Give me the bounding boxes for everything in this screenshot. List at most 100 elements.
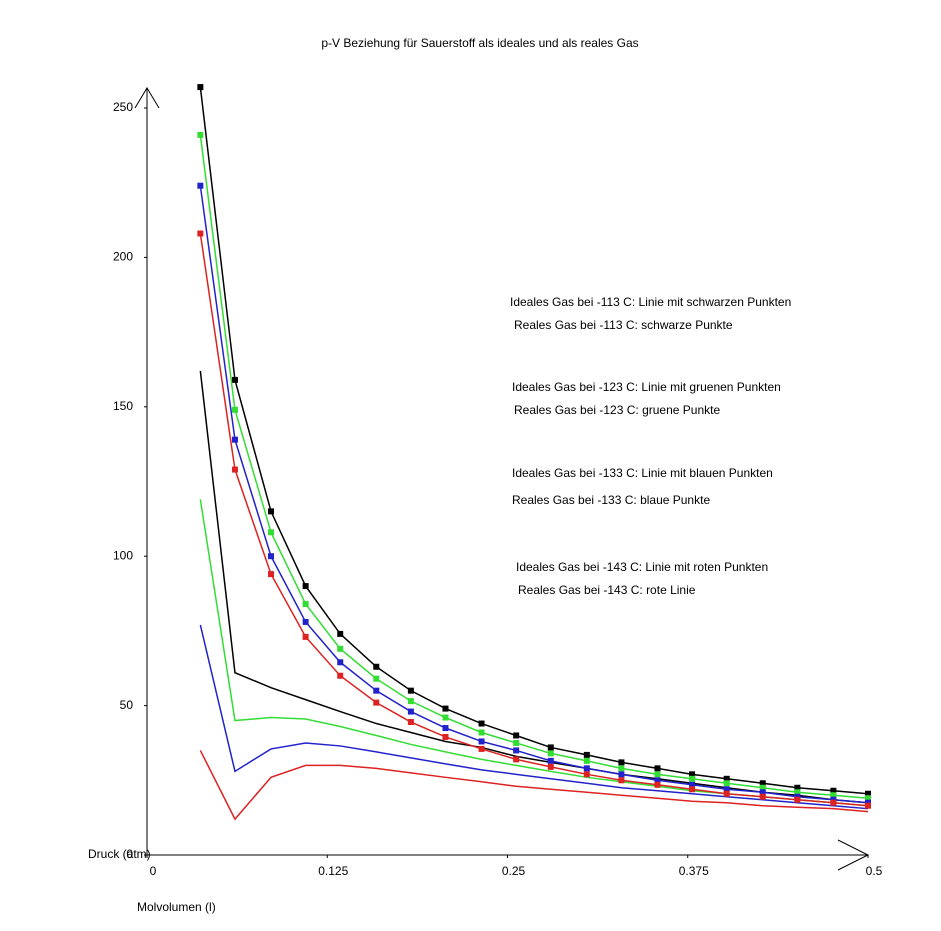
point-marker [442,725,449,732]
point-marker [197,131,204,138]
point-marker [513,747,520,754]
point-marker [231,376,238,383]
point-marker [478,720,485,727]
point-marker [723,786,730,793]
x-tick-label: 0.125 [318,864,348,878]
point-marker [794,784,801,791]
point-marker [302,583,309,590]
point-marker [654,765,661,772]
legend-entry: Reales Gas bei -123 C: gruene Punkte [514,403,720,417]
point-marker [865,802,871,809]
y-axis [134,87,160,855]
point-marker [442,733,449,740]
point-marker [478,745,485,752]
legend-entry: Reales Gas bei -133 C: blaue Punkte [512,493,710,507]
point-marker [302,618,309,625]
series-line [199,86,869,795]
point-marker [407,698,414,705]
point-marker [865,795,871,802]
point-marker [513,732,520,739]
point-marker [337,645,344,652]
point-marker [547,763,554,770]
point-marker [723,780,730,787]
point-marker [231,466,238,473]
point-marker [373,687,380,694]
point-marker [583,757,590,764]
point-marker [513,756,520,763]
point-marker [407,687,414,694]
point-marker [654,771,661,778]
point-marker [654,781,661,788]
legend-entry: Reales Gas bei -143 C: rote Linie [518,583,696,597]
point-marker [547,757,554,764]
point-marker [407,719,414,726]
point-marker [197,84,204,91]
point-marker [197,182,204,189]
legend-entry: Ideales Gas bei -123 C: Linie mit gruene… [512,380,781,394]
legend-entry: Ideales Gas bei -143 C: Linie mit roten … [516,560,768,574]
point-marker [583,765,590,772]
legend-entry: Reales Gas bei -113 C: schwarze Punkte [514,318,733,332]
point-marker [618,777,625,784]
point-marker [689,775,696,782]
point-marker [442,714,449,721]
point-marker [373,663,380,670]
point-marker [759,780,766,787]
point-marker [302,633,309,640]
point-marker [478,738,485,745]
series-line [199,750,869,821]
point-marker [337,659,344,666]
legend-entry: Ideales Gas bei -113 C: Linie mit schwar… [510,295,791,309]
point-marker [231,406,238,413]
point-marker [689,781,696,788]
point-marker [618,765,625,772]
point-marker [759,789,766,796]
point-marker [268,553,275,560]
point-marker [583,771,590,778]
point-marker [373,699,380,706]
point-marker [689,786,696,793]
y-tick-label: 0 [126,847,133,861]
y-axis-label: Druck (atm) [88,847,151,861]
point-marker [865,790,871,797]
point-marker [268,508,275,515]
y-tick-label: 250 [113,100,133,114]
point-marker [337,630,344,637]
y-tick-label: 150 [113,399,133,413]
x-tick-label: 0 [150,864,157,878]
point-marker [618,771,625,778]
x-axis-label: Molvolumen (l) [137,900,216,914]
point-marker [268,571,275,578]
legend-entry: Ideales Gas bei -133 C: Linie mit blauen… [512,466,773,480]
point-marker [231,436,238,443]
point-marker [759,784,766,791]
y-tick-label: 50 [120,698,134,712]
point-marker [268,529,275,536]
point-marker [794,796,801,803]
x-tick-label: 0.5 [866,864,883,878]
point-marker [794,789,801,796]
point-marker [407,708,414,715]
point-marker [478,729,485,736]
chart-title: p-V Beziehung für Sauerstoff als ideales… [321,36,638,50]
y-tick-label: 100 [113,548,133,562]
point-marker [723,775,730,782]
point-marker [654,777,661,784]
point-marker [442,705,449,712]
point-marker [689,771,696,778]
point-marker [373,675,380,682]
point-marker [302,601,309,608]
series-line [199,624,869,810]
point-marker [618,759,625,766]
series-line [199,233,869,807]
point-marker [513,739,520,746]
point-marker [830,787,837,794]
point-marker [547,750,554,757]
series-line [199,185,869,804]
x-tick-label: 0.25 [502,864,526,878]
point-marker [830,799,837,806]
y-tick-label: 200 [113,250,133,264]
point-marker [723,790,730,797]
point-marker [830,792,837,799]
